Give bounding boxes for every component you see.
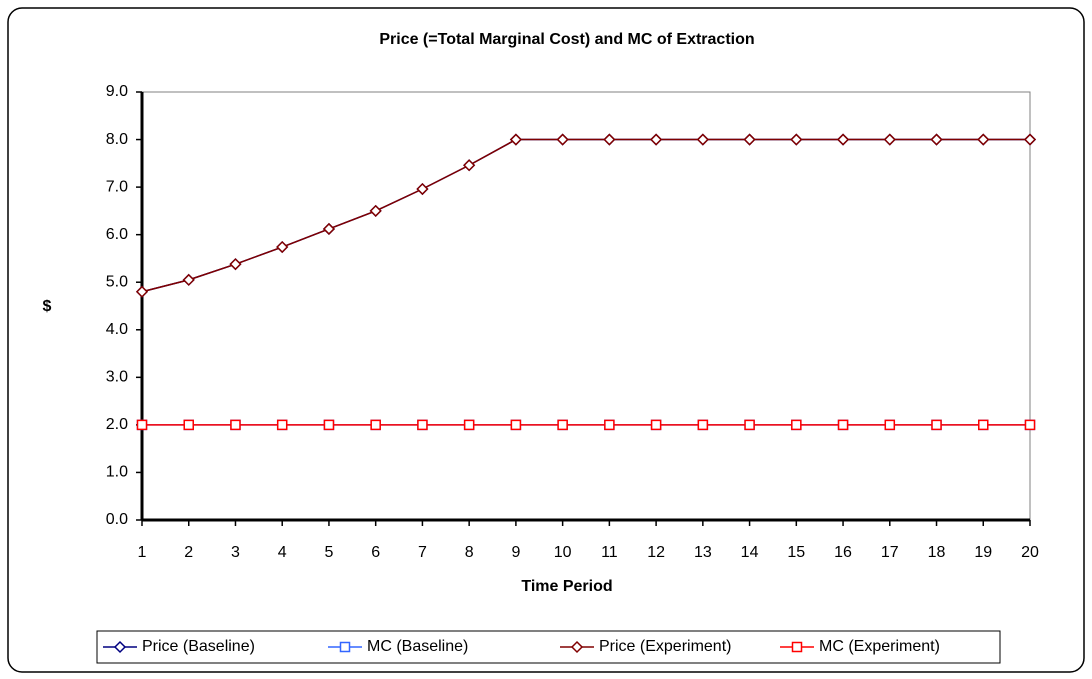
data-point bbox=[650, 133, 663, 146]
x-tick-label: 6 bbox=[371, 544, 380, 561]
legend-box bbox=[96, 630, 1001, 664]
data-point bbox=[791, 419, 802, 431]
x-tick-label: 14 bbox=[741, 544, 759, 561]
data-point bbox=[509, 133, 522, 146]
legend-marker bbox=[339, 641, 351, 653]
x-tick-label: 18 bbox=[928, 544, 946, 561]
data-point bbox=[978, 419, 989, 431]
x-tick-label: 11 bbox=[601, 544, 618, 561]
data-point bbox=[883, 133, 896, 146]
x-axis-title: Time Period bbox=[521, 578, 612, 595]
y-tick-label: 4.0 bbox=[106, 321, 128, 338]
y-tick-label: 6.0 bbox=[106, 226, 128, 243]
chart-title: Price (=Total Marginal Cost) and MC of E… bbox=[379, 31, 754, 48]
data-point bbox=[183, 419, 194, 431]
data-point bbox=[790, 133, 803, 146]
legend-label: MC (Baseline) bbox=[367, 638, 468, 655]
data-point bbox=[182, 273, 195, 286]
plot-area bbox=[141, 91, 1031, 521]
data-point bbox=[323, 419, 335, 431]
data-point bbox=[417, 419, 428, 431]
data-point bbox=[510, 419, 522, 431]
data-point bbox=[370, 419, 381, 431]
y-tick-label: 5.0 bbox=[106, 273, 128, 290]
x-tick-label: 16 bbox=[834, 544, 852, 561]
data-point bbox=[884, 419, 896, 431]
x-tick-label: 3 bbox=[231, 544, 240, 561]
data-point bbox=[556, 133, 569, 146]
x-tick-label: 19 bbox=[974, 544, 992, 561]
data-point bbox=[276, 419, 288, 431]
x-tick-label: 13 bbox=[694, 544, 712, 561]
x-tick-label: 17 bbox=[881, 544, 899, 561]
x-tick-label: 15 bbox=[787, 544, 805, 561]
data-point bbox=[136, 419, 148, 431]
data-point bbox=[1023, 133, 1037, 146]
data-point bbox=[977, 133, 990, 146]
data-point bbox=[463, 159, 476, 172]
legend-marker bbox=[113, 640, 127, 654]
data-point bbox=[697, 419, 709, 431]
x-tick-label: 9 bbox=[511, 544, 520, 561]
x-tick-label: 2 bbox=[184, 544, 193, 561]
legend-label: MC (Experiment) bbox=[819, 638, 940, 655]
y-tick-label: 8.0 bbox=[106, 131, 128, 148]
legend-label: Price (Experiment) bbox=[599, 638, 731, 655]
x-tick-label: 12 bbox=[647, 544, 665, 561]
legend-label: Price (Baseline) bbox=[142, 638, 255, 655]
data-point bbox=[696, 133, 709, 146]
y-tick-label: 7.0 bbox=[106, 178, 128, 195]
data-point bbox=[836, 133, 850, 146]
legend-marker bbox=[570, 640, 584, 654]
x-tick-label: 20 bbox=[1021, 544, 1039, 561]
data-point bbox=[604, 419, 615, 431]
y-axis-title: $ bbox=[43, 298, 52, 315]
data-point bbox=[230, 419, 241, 431]
data-point bbox=[743, 133, 756, 146]
legend-marker bbox=[791, 641, 803, 653]
y-tick-label: 2.0 bbox=[106, 416, 128, 433]
x-tick-label: 1 bbox=[138, 544, 147, 561]
x-tick-label: 8 bbox=[465, 544, 474, 561]
x-tick-label: 5 bbox=[324, 544, 333, 561]
y-tick-label: 3.0 bbox=[106, 369, 128, 386]
data-point bbox=[1024, 419, 1036, 431]
data-point bbox=[229, 258, 242, 271]
data-point bbox=[650, 419, 662, 431]
data-point bbox=[463, 419, 475, 431]
data-point bbox=[557, 419, 568, 431]
x-tick-label: 10 bbox=[554, 544, 572, 561]
y-tick-label: 9.0 bbox=[106, 83, 128, 100]
y-tick-label: 1.0 bbox=[106, 464, 128, 481]
data-point bbox=[744, 419, 755, 431]
y-tick-label: 0.0 bbox=[106, 511, 128, 528]
series-line bbox=[141, 138, 1030, 293]
data-point bbox=[603, 133, 616, 146]
data-point bbox=[276, 240, 289, 254]
data-point bbox=[322, 222, 336, 236]
data-point bbox=[837, 419, 849, 431]
x-tick-label: 4 bbox=[278, 544, 287, 561]
data-point bbox=[931, 419, 942, 431]
data-point bbox=[416, 182, 429, 196]
x-tick-label: 7 bbox=[418, 544, 427, 561]
data-point bbox=[135, 285, 149, 298]
data-point bbox=[369, 204, 382, 217]
data-point bbox=[930, 133, 943, 146]
